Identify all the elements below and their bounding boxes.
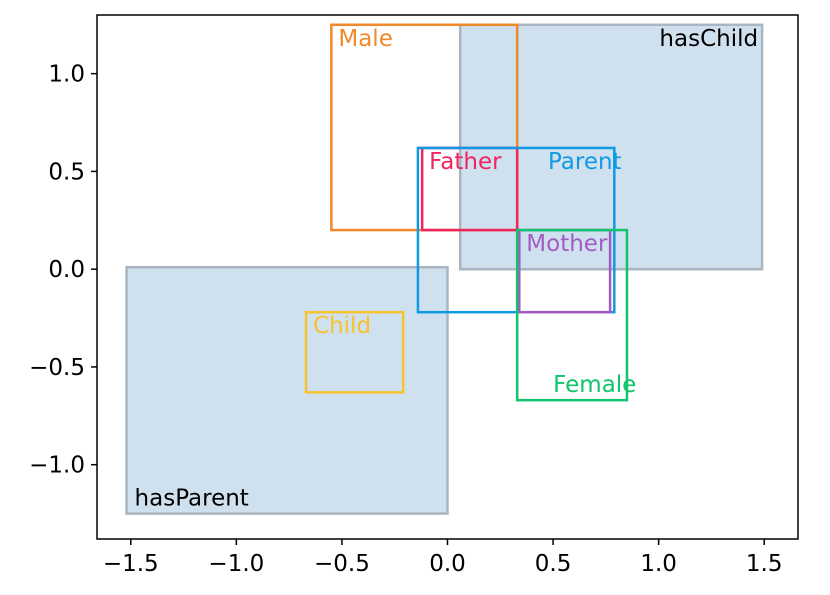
y-tick-label: −0.5 (29, 355, 85, 381)
x-tick-label: −1.0 (208, 551, 264, 577)
box-label-male: Male (338, 26, 392, 52)
y-tick-label: −1.0 (29, 453, 85, 479)
box-label-mother: Mother (526, 231, 608, 257)
x-axis: −1.5 −1.0 −0.5 0.0 0.5 1.0 1.5 (103, 539, 783, 577)
box-label-female: Female (553, 372, 636, 398)
box-female (515, 228, 629, 402)
box-label-parent: Parent (548, 149, 622, 175)
region-label-has-child: hasChild (659, 26, 758, 52)
x-tick-label: 1.5 (746, 551, 783, 577)
y-tick-label: 0.5 (48, 159, 85, 185)
boxes-layer: Male Father Parent Mother Female Child (304, 23, 636, 402)
x-tick-label: 0.5 (535, 551, 572, 577)
x-tick-label: 1.0 (640, 551, 677, 577)
y-tick-label: 0.0 (48, 257, 85, 283)
x-tick-label: −1.5 (103, 551, 159, 577)
region-has-parent (125, 265, 449, 515)
y-tick-label: 1.0 (48, 62, 85, 88)
y-axis: 1.0 0.5 0.0 −0.5 −1.0 (29, 62, 97, 479)
box-label-child: Child (313, 313, 371, 339)
x-tick-label: −0.5 (314, 551, 370, 577)
box-child (304, 310, 405, 394)
box-label-father: Father (429, 149, 502, 175)
x-tick-label: 0.0 (429, 551, 466, 577)
region-label-has-parent: hasParent (135, 486, 249, 512)
